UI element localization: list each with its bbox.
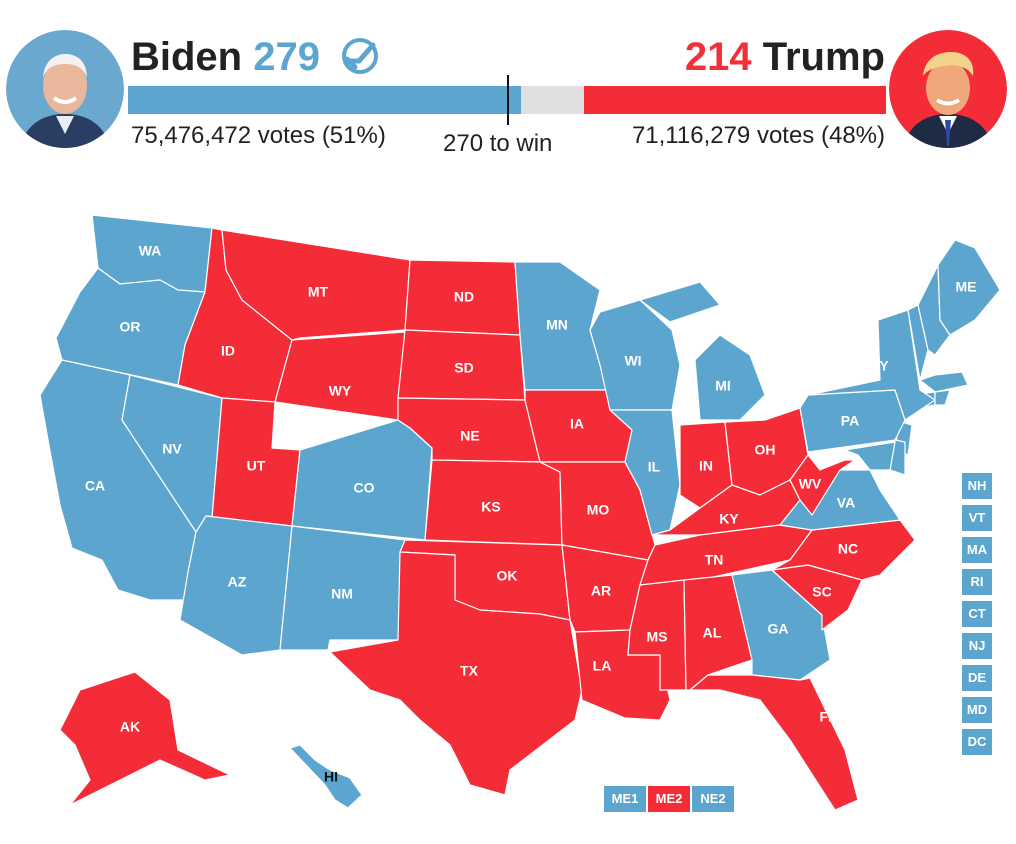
small-state-box-md[interactable]: MD bbox=[962, 697, 992, 723]
small-state-box-dc[interactable]: DC bbox=[962, 729, 992, 755]
small-state-box-nh[interactable]: NH bbox=[962, 473, 992, 499]
trump-avatar bbox=[889, 30, 1007, 148]
biden-name: Biden bbox=[131, 35, 243, 79]
state-label-az: AZ bbox=[228, 574, 247, 590]
state-label-ut: UT bbox=[247, 458, 266, 474]
state-label-ca: CA bbox=[85, 478, 105, 494]
biden-avatar bbox=[6, 30, 124, 148]
state-label-al: AL bbox=[703, 625, 722, 641]
state-wy[interactable] bbox=[274, 331, 406, 421]
state-label-hi: HI bbox=[324, 769, 338, 785]
state-hi[interactable] bbox=[289, 744, 363, 809]
state-label-co: CO bbox=[354, 480, 375, 496]
state-label-ia: IA bbox=[570, 416, 584, 432]
state-label-nd: ND bbox=[454, 289, 474, 305]
small-state-box-de[interactable]: DE bbox=[962, 665, 992, 691]
state-label-nm: NM bbox=[331, 586, 353, 602]
check-circle-icon bbox=[341, 37, 379, 75]
state-tx[interactable] bbox=[329, 551, 583, 796]
state-label-id: ID bbox=[221, 343, 235, 359]
win-threshold-label: 270 to win bbox=[443, 130, 553, 157]
state-label-nv: NV bbox=[162, 441, 182, 457]
state-label-ga: GA bbox=[768, 621, 789, 637]
state-label-or: OR bbox=[120, 319, 141, 335]
state-label-sc: SC bbox=[812, 584, 831, 600]
state-label-oh: OH bbox=[755, 442, 776, 458]
state-label-tx: TX bbox=[460, 663, 479, 679]
small-state-box-ri[interactable]: RI bbox=[962, 569, 992, 595]
state-label-wi: WI bbox=[624, 353, 641, 369]
state-label-mt: MT bbox=[308, 284, 329, 300]
state-label-ky: KY bbox=[719, 511, 739, 527]
trump-electoral-bar bbox=[584, 86, 886, 114]
state-wv[interactable] bbox=[789, 454, 856, 516]
state-label-wv: WV bbox=[799, 476, 822, 492]
state-ny[interactable] bbox=[807, 309, 936, 421]
state-label-ms: MS bbox=[647, 629, 668, 645]
trump-electoral-votes: 214 bbox=[684, 35, 752, 79]
win-threshold-marker bbox=[507, 75, 510, 125]
state-label-wy: WY bbox=[329, 383, 352, 399]
state-label-ny: NY bbox=[869, 358, 889, 374]
trump-header: 214 Trump bbox=[685, 34, 885, 80]
state-label-mo: MO bbox=[587, 502, 610, 518]
state-label-il: IL bbox=[648, 459, 661, 475]
district-box-me1[interactable]: ME1 bbox=[604, 786, 646, 812]
state-label-va: VA bbox=[837, 495, 855, 511]
state-me[interactable] bbox=[937, 239, 1001, 336]
state-label-fl: FL bbox=[819, 709, 837, 725]
biden-electoral-bar bbox=[128, 86, 522, 114]
district-box-ne2[interactable]: NE2 bbox=[692, 786, 734, 812]
state-label-wa: WA bbox=[139, 243, 162, 259]
state-mi[interactable] bbox=[639, 281, 766, 421]
state-label-me: ME bbox=[956, 279, 977, 295]
state-label-sd: SD bbox=[454, 360, 473, 376]
state-label-ak: AK bbox=[120, 719, 140, 735]
biden-popular-votes: 75,476,472 votes (51%) bbox=[131, 122, 386, 149]
state-label-ne: NE bbox=[460, 428, 479, 444]
northeast-small-state-shape[interactable] bbox=[919, 371, 969, 393]
northeast-small-state-shape[interactable] bbox=[844, 441, 896, 471]
small-state-box-vt[interactable]: VT bbox=[962, 505, 992, 531]
state-label-nc: NC bbox=[838, 541, 858, 557]
uncalled-electoral-bar bbox=[521, 86, 585, 114]
state-label-ok: OK bbox=[497, 568, 518, 584]
district-box-me2[interactable]: ME2 bbox=[648, 786, 690, 812]
small-state-box-ma[interactable]: MA bbox=[962, 537, 992, 563]
trump-name: Trump bbox=[762, 35, 885, 79]
state-label-pa: PA bbox=[841, 413, 859, 429]
state-label-tn: TN bbox=[705, 552, 724, 568]
small-state-box-ct[interactable]: CT bbox=[962, 601, 992, 627]
trump-popular-votes: 71,116,279 votes (48%) bbox=[631, 122, 885, 149]
state-ak[interactable] bbox=[59, 671, 231, 806]
state-fl[interactable] bbox=[689, 674, 859, 811]
state-label-ar: AR bbox=[591, 583, 611, 599]
state-label-mi: MI bbox=[715, 378, 731, 394]
state-label-la: LA bbox=[593, 658, 612, 674]
state-label-mn: MN bbox=[546, 317, 568, 333]
biden-electoral-votes: 279 bbox=[253, 35, 320, 79]
northeast-small-state-shape[interactable] bbox=[934, 389, 951, 406]
state-label-ks: KS bbox=[481, 499, 500, 515]
biden-header: Biden 279 bbox=[131, 34, 379, 80]
state-label-in: IN bbox=[699, 458, 713, 474]
small-state-box-nj[interactable]: NJ bbox=[962, 633, 992, 659]
